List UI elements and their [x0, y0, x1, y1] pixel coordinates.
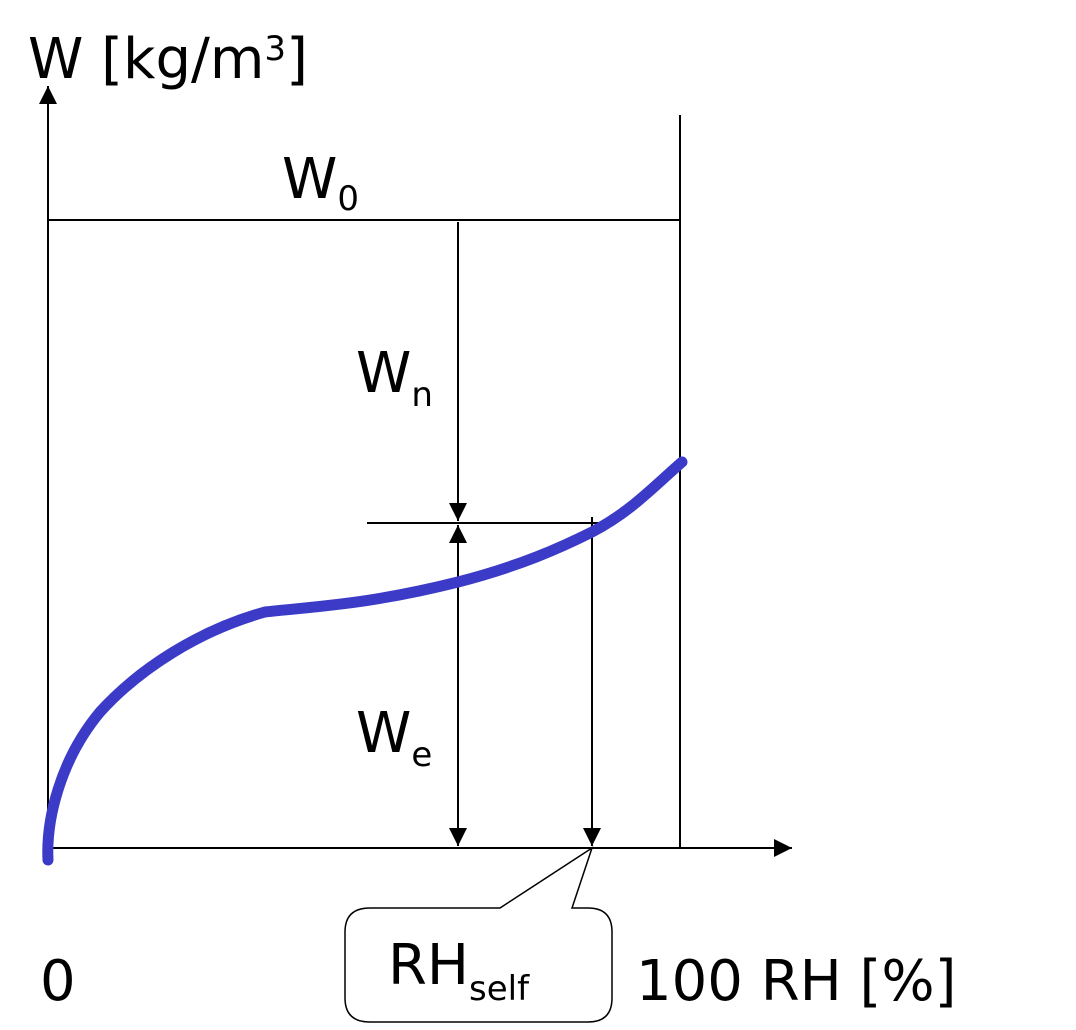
rh-self-sub: self	[469, 969, 530, 1009]
rh-self-label: RHself	[388, 933, 530, 1009]
y-label-tail: ]	[286, 27, 308, 92]
x-end-label: 100 RH [%]	[636, 949, 956, 1014]
x-end-value: 100	[636, 949, 743, 1014]
wn-sub: n	[411, 375, 433, 415]
w0-main: W	[282, 147, 337, 212]
x-axis-label: RH [%]	[761, 949, 957, 1014]
we-sub: e	[411, 735, 432, 775]
w0-label: W0	[282, 147, 359, 219]
sorption-curve	[42, 456, 688, 866]
y-label-sup: 3	[264, 29, 286, 69]
x-origin-label: 0	[40, 949, 76, 1014]
wn-main: W	[356, 341, 411, 406]
w0-sub: 0	[337, 179, 359, 219]
we-label: We	[356, 701, 432, 775]
rh-self-main: RH	[388, 933, 469, 998]
wn-label: Wn	[356, 341, 433, 415]
y-label-text: W [kg/m	[28, 27, 264, 92]
y-axis-label: W [kg/m3]	[28, 27, 308, 92]
callout	[344, 846, 613, 1023]
we-main: W	[356, 701, 411, 766]
